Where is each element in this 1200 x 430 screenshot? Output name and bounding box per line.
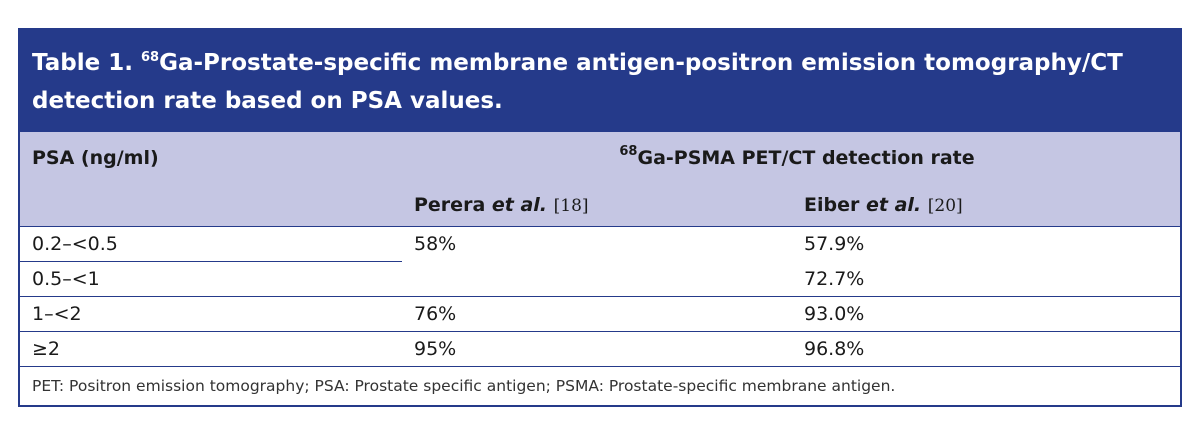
author: Perera xyxy=(414,194,486,216)
table-row: 1–<2 76% 93.0% xyxy=(20,296,1181,332)
table-row: 0.5–<1 72.7% xyxy=(20,261,1181,297)
header-cell: Perera et al. [18] xyxy=(402,184,792,227)
table-frame: Table 1. 68Ga-Prostate-specific membrane… xyxy=(18,28,1182,407)
table-cell: 93.0% xyxy=(792,296,1181,332)
table-cell: 0.5–<1 xyxy=(20,261,402,297)
table-cell: 96.8% xyxy=(804,338,865,360)
table-cell: 57.9% xyxy=(804,233,865,256)
table-cell: 1–<2 xyxy=(20,296,402,332)
et-al: et al. xyxy=(491,194,548,216)
table-cell: 0.2–<0.5 xyxy=(20,226,402,262)
header-cell: 68Ga-PSMA PET/CT detection rate xyxy=(402,132,1181,184)
header-cell xyxy=(20,184,402,227)
header-text: Ga-PSMA PET/CT detection rate xyxy=(637,147,975,169)
title-text: Ga-Prostate-specific membrane antigen-po… xyxy=(32,50,1123,114)
reference: [18] xyxy=(553,196,589,216)
title-label: Table 1. xyxy=(32,50,133,76)
footnote: PET: Positron emission tomography; PSA: … xyxy=(20,366,1181,405)
header-row: Perera et al. [18] Eiber et al. [20] xyxy=(20,184,1181,227)
isotope-mass: 68 xyxy=(140,50,160,65)
table-cell: ≥2 xyxy=(32,338,61,360)
header-cell: PSA (ng/ml) xyxy=(20,132,402,184)
data-table: PSA (ng/ml) 68Ga-PSMA PET/CT detection r… xyxy=(20,132,1181,405)
table-title: Table 1. 68Ga-Prostate-specific membrane… xyxy=(20,30,1180,132)
author: Eiber xyxy=(804,194,860,216)
header-cell: Eiber et al. [20] xyxy=(792,184,1181,227)
table-cell: 76% xyxy=(402,296,792,332)
reference: [20] xyxy=(927,196,963,216)
isotope-mass: 68 xyxy=(619,144,638,159)
table-row: ≥2 95% 96.8% xyxy=(20,332,1180,367)
et-al: et al. xyxy=(865,194,922,216)
table-cell: 58% xyxy=(402,226,792,297)
header-text: PSA (ng/ml) xyxy=(32,147,159,169)
footnote-row: PET: Positron emission tomography; PSA: … xyxy=(20,366,1181,405)
table-cell: 72.7% xyxy=(792,261,1181,297)
table-cell: 95% xyxy=(414,338,457,360)
header-row: PSA (ng/ml) 68Ga-PSMA PET/CT detection r… xyxy=(20,132,1181,184)
table-row: 0.2–<0.5 58% 57.9% xyxy=(20,226,1180,297)
